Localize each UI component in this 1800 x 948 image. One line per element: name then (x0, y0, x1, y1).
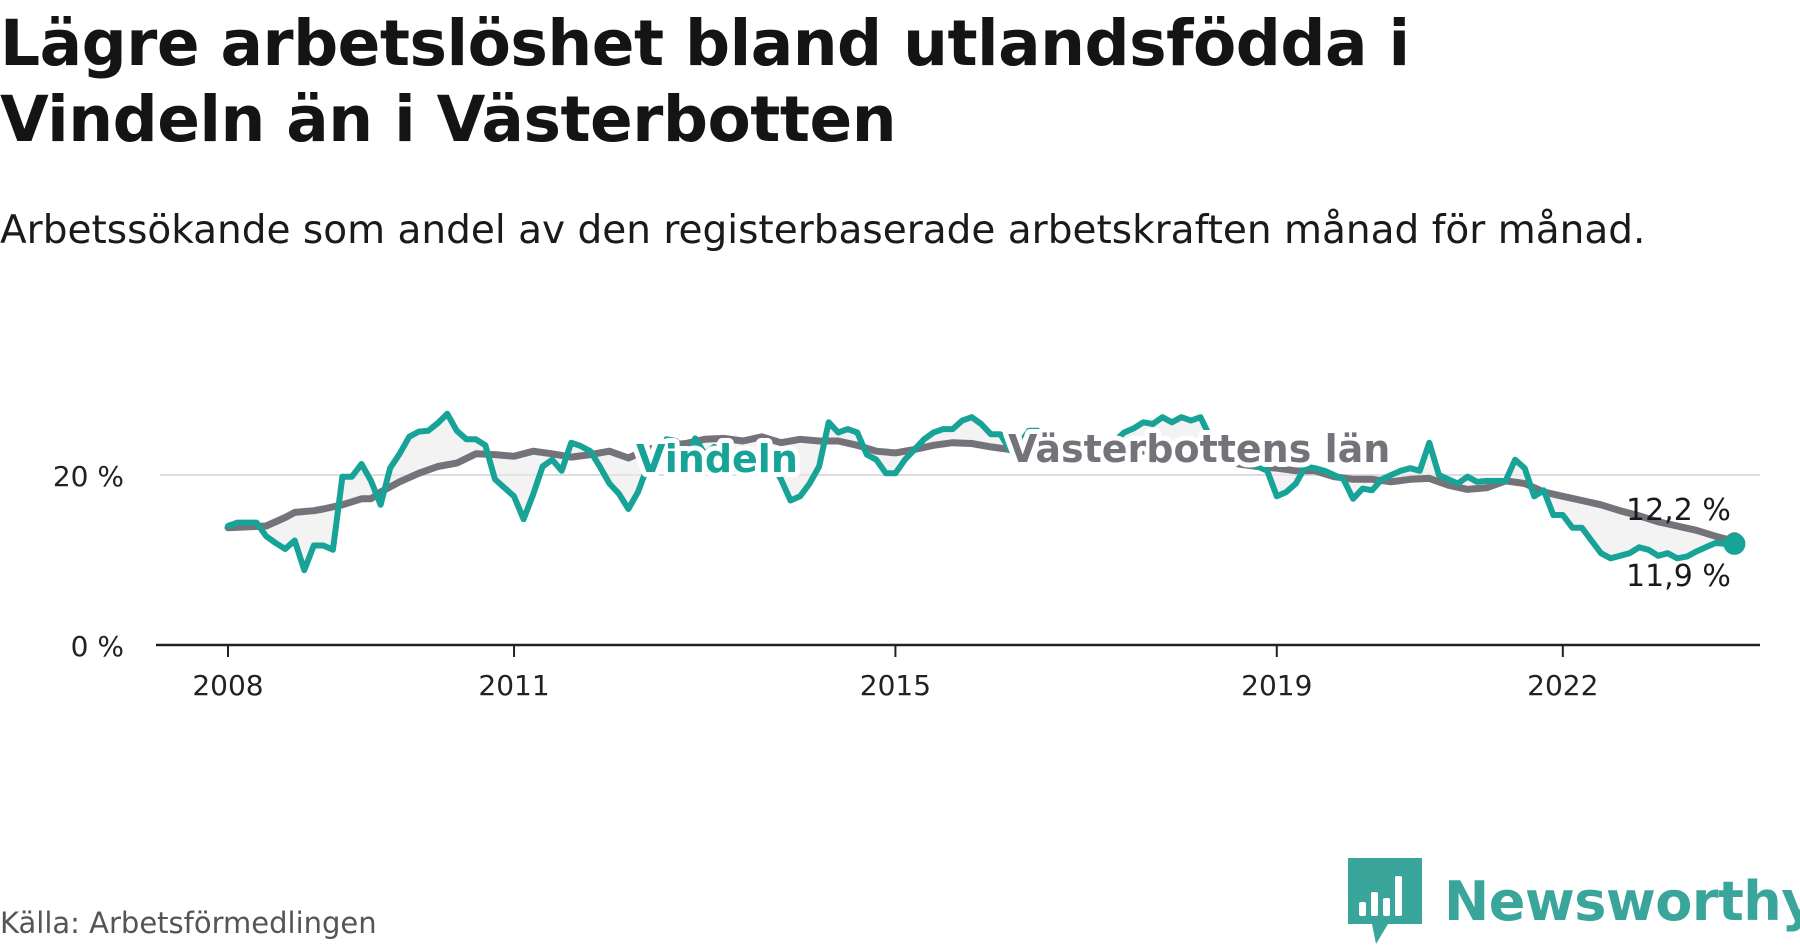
series-lines (224, 410, 1746, 574)
band-fill (228, 413, 1735, 571)
x-tick-label: 2015 (860, 669, 931, 702)
series-line-lan (224, 433, 1738, 545)
x-tick-label: 2011 (478, 669, 549, 702)
difference-band (228, 413, 1735, 571)
series-label-lan-halo: Västerbottens län (1008, 427, 1390, 471)
x-tick-label: 2008 (192, 669, 263, 702)
end-label-lan: 12,2 % (1626, 493, 1731, 528)
x-tick-label: 2022 (1527, 669, 1598, 702)
series-label-vindeln-halo: Vindeln (636, 437, 798, 481)
end-marker-vindeln (1723, 532, 1746, 555)
chart-title: Lägre arbetslöshet bland utlandsfödda i … (0, 7, 1410, 156)
series-label-lan: Västerbottens län (1008, 427, 1390, 471)
x-tick-label: 2019 (1241, 669, 1312, 702)
series-label-vindeln: Vindeln (636, 437, 798, 481)
brand-name: Newsworthy (1444, 869, 1800, 933)
newsworthy-logo-icon (1348, 858, 1422, 944)
chart-subtitle: Arbetssökande som andel av den registerb… (0, 208, 1646, 253)
series-line-vindeln (225, 410, 1738, 574)
y-tick-label: 20 % (53, 460, 124, 493)
line-chart: 0 %20 %2008 2011 2015 2019 2022 VindelnVinde… (53, 410, 1760, 702)
axes: 0 % 20 % 2008 2011 2015 2019 2022 (53, 460, 1760, 702)
source-note: Källa: Arbetsförmedlingen (0, 906, 377, 940)
end-label-vindeln: 11,9 % (1626, 559, 1731, 594)
brand-logo: Newsworthy (1348, 858, 1800, 944)
y-tick-label: 0 % (71, 630, 124, 663)
